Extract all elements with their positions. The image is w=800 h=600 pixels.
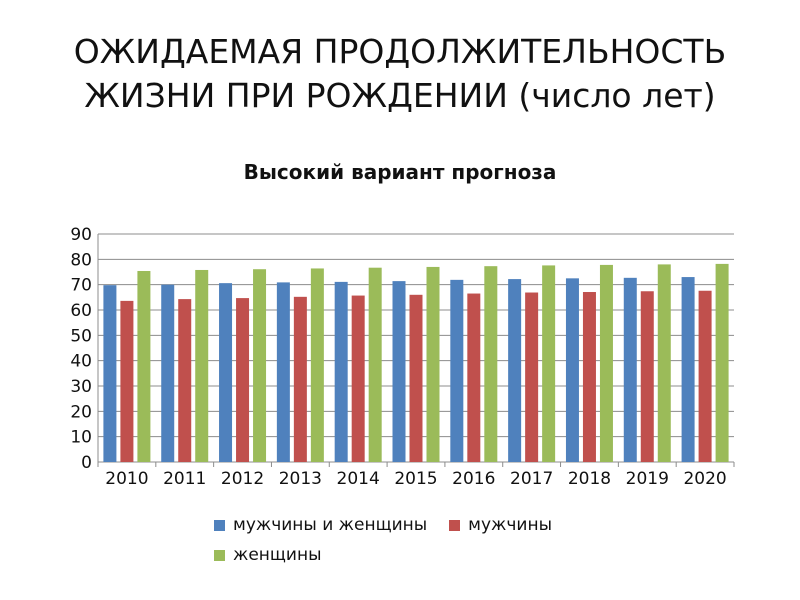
legend-row-1: мужчины и женщины мужчины — [214, 515, 574, 535]
y-tick-label: 10 — [70, 428, 92, 448]
bar — [195, 269, 209, 462]
legend-item-both: мужчины и женщины — [214, 515, 427, 535]
legend-item-women: женщины — [214, 545, 322, 565]
x-tick-label: 2017 — [510, 469, 553, 489]
slide-title-line-1: ОЖИДАЕМАЯ ПРОДОЛЖИТЕЛЬНОСТЬ — [73, 32, 727, 71]
bar — [525, 292, 539, 462]
legend-swatch-both — [214, 519, 225, 531]
x-tick-label: 2015 — [394, 469, 437, 489]
bar — [236, 298, 250, 462]
bar — [640, 291, 654, 462]
y-tick-label: 20 — [70, 402, 92, 422]
bar — [508, 279, 522, 462]
x-tick-label: 2013 — [279, 469, 322, 489]
legend-label-men: мужчины — [468, 515, 553, 535]
y-tick-label: 90 — [70, 225, 92, 245]
y-tick-label: 50 — [70, 326, 92, 346]
slide-title: ОЖИДАЕМАЯ ПРОДОЛЖИТЕЛЬНОСТЬ ЖИЗНИ ПРИ РО… — [0, 30, 800, 118]
bar — [392, 281, 406, 462]
bar — [450, 279, 464, 462]
bar — [582, 292, 596, 462]
y-tick-label: 80 — [70, 250, 92, 270]
bar — [276, 282, 290, 462]
x-tick-label: 2019 — [626, 469, 669, 489]
x-tick-label: 2011 — [163, 469, 206, 489]
x-tick-label: 2018 — [568, 469, 611, 489]
bar — [542, 265, 556, 462]
x-tick-label: 2020 — [683, 469, 726, 489]
legend-label-both: мужчины и женщины — [233, 515, 428, 535]
bar — [599, 264, 613, 462]
bar — [103, 285, 117, 462]
slide-title-line-2: ЖИЗНИ ПРИ РОЖДЕНИИ (число лет) — [84, 76, 716, 115]
bar — [253, 269, 267, 462]
bar — [565, 278, 579, 462]
bar — [161, 284, 175, 462]
bar — [368, 267, 382, 462]
bar — [409, 294, 423, 462]
y-tick-label: 40 — [70, 352, 92, 372]
chart-title: Высокий вариант прогноза — [243, 160, 557, 184]
bar — [293, 296, 307, 462]
y-tick-label: 60 — [70, 301, 92, 321]
bar — [310, 268, 324, 462]
x-tick-label: 2010 — [105, 469, 148, 489]
bar — [219, 283, 233, 462]
bar — [623, 277, 637, 462]
bar — [426, 266, 440, 462]
y-tick-label: 0 — [81, 453, 92, 473]
bar — [351, 295, 365, 462]
x-tick-label: 2016 — [452, 469, 495, 489]
bar — [715, 263, 729, 462]
bar — [657, 264, 671, 462]
legend-swatch-women — [214, 549, 225, 561]
legend-item-men: мужчины — [449, 515, 552, 535]
bar — [137, 270, 151, 462]
y-tick-label: 70 — [70, 276, 92, 296]
x-tick-label: 2012 — [221, 469, 264, 489]
bar — [484, 266, 498, 462]
legend-row-2: женщины — [214, 545, 344, 565]
legend-label-women: женщины — [233, 545, 322, 565]
x-tick-label: 2014 — [337, 469, 380, 489]
y-tick-label: 30 — [70, 377, 92, 397]
bar — [681, 277, 695, 462]
bar — [178, 299, 192, 462]
legend-swatch-men — [449, 519, 461, 531]
bar — [334, 281, 348, 462]
bar — [467, 293, 481, 462]
bar — [698, 290, 712, 462]
bar — [120, 300, 134, 462]
